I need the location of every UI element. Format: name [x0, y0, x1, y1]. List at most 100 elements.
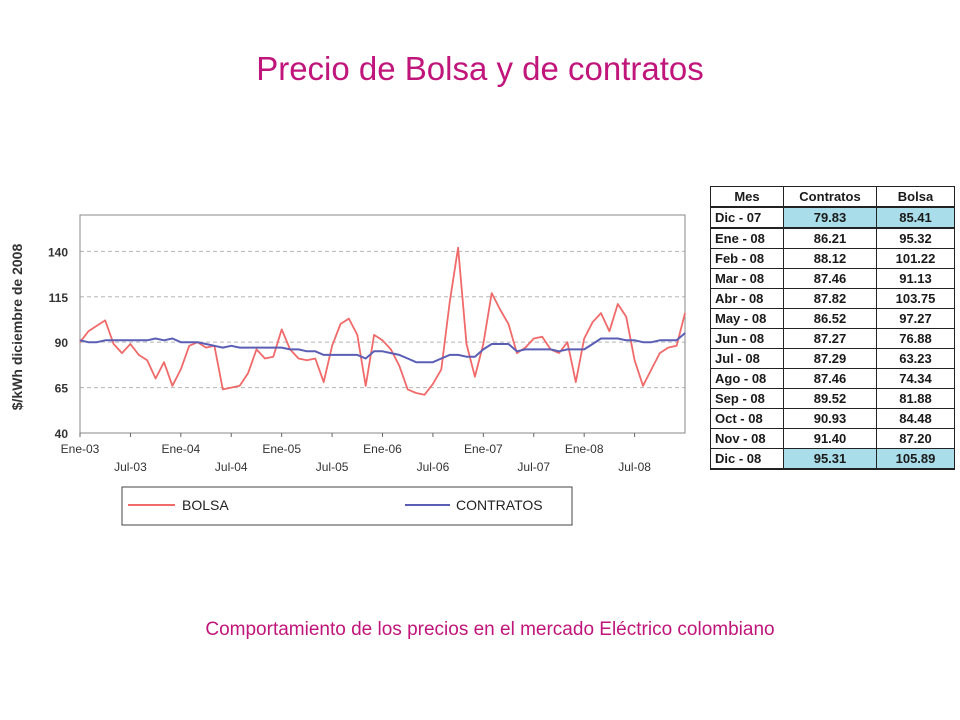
data-point-bolsa [524, 347, 526, 349]
data-point-bolsa [407, 388, 409, 390]
data-point-contratos [381, 350, 384, 352]
x-tick-label: Jul-03 [114, 460, 147, 474]
bolsa-cell: 85.41 [876, 206, 955, 229]
data-point-contratos [684, 332, 686, 334]
series-points-bolsa [79, 247, 686, 396]
y-axis-label: $/kWh diciembre de 2008 [9, 244, 25, 411]
data-point-contratos [163, 339, 165, 341]
data-point-bolsa [381, 339, 384, 341]
month-cell: Abr - 08 [710, 288, 784, 309]
series-line-bolsa [79, 246, 686, 396]
month-cell: Ago - 08 [710, 368, 784, 389]
data-point-bolsa [356, 334, 358, 336]
data-point-contratos [222, 347, 224, 349]
data-point-contratos [213, 345, 215, 347]
data-point-contratos [474, 356, 476, 358]
data-point-bolsa [264, 357, 266, 360]
data-point-contratos [566, 348, 569, 350]
data-point-bolsa [533, 337, 535, 340]
column-header-contratos: Contratos [783, 186, 877, 208]
data-point-contratos [138, 339, 140, 341]
data-point-contratos [180, 341, 182, 343]
data-point-contratos [625, 339, 627, 341]
chart-legend: BOLSA CONTRATOS [121, 486, 573, 526]
x-tick-label: Jul-08 [618, 460, 651, 474]
month-cell: Sep - 08 [710, 388, 784, 409]
data-point-contratos [171, 337, 173, 340]
table-row: Feb - 08 88.12 101.22 [710, 248, 955, 269]
month-cell: Nov - 08 [710, 428, 784, 449]
data-point-contratos [281, 347, 283, 349]
y-tick-label: 90 [55, 336, 69, 350]
data-point-contratos [247, 347, 249, 349]
contratos-cell: 95.31 [783, 448, 877, 470]
data-point-contratos [407, 357, 409, 360]
bolsa-cell: 97.27 [876, 308, 955, 329]
data-point-contratos [516, 350, 518, 352]
contratos-cell: 88.12 [783, 248, 877, 269]
table-row: Jun - 08 87.27 76.88 [710, 328, 955, 349]
month-cell: Jul - 08 [710, 348, 784, 369]
data-point-bolsa [465, 343, 468, 345]
table-header-row: Mes Contratos Bolsa [710, 186, 955, 208]
contratos-cell: 87.27 [783, 328, 877, 349]
data-point-bolsa [558, 352, 560, 354]
data-point-contratos [356, 354, 358, 356]
contratos-cell: 79.83 [783, 206, 877, 229]
data-point-contratos [524, 348, 526, 350]
data-point-bolsa [650, 368, 653, 370]
data-point-bolsa [566, 341, 569, 343]
data-point-bolsa [222, 388, 224, 390]
data-point-contratos [432, 361, 434, 363]
data-point-contratos [155, 337, 157, 340]
legend-label-contratos: CONTRATOS [456, 497, 543, 513]
data-point-contratos [423, 361, 426, 363]
data-point-contratos [634, 339, 636, 341]
data-point-bolsa [255, 348, 258, 350]
data-point-bolsa [592, 321, 594, 323]
month-cell: Jun - 08 [710, 328, 784, 349]
data-point-bolsa [583, 337, 585, 340]
data-point-contratos [398, 354, 400, 356]
data-point-bolsa [507, 323, 510, 325]
x-tick-label: Jul-07 [517, 460, 550, 474]
data-point-contratos [255, 347, 258, 349]
data-point-contratos [600, 337, 602, 340]
data-point-bolsa [474, 376, 476, 378]
data-point-bolsa [415, 392, 417, 394]
data-point-contratos [667, 339, 669, 341]
x-tick-label: Jul-06 [417, 460, 450, 474]
data-point-bolsa [239, 385, 241, 387]
data-point-contratos [197, 341, 199, 343]
x-tick-label: Ene-08 [565, 442, 604, 456]
data-point-bolsa [617, 303, 619, 305]
data-point-bolsa [432, 383, 434, 385]
bolsa-cell: 81.88 [876, 388, 955, 409]
contratos-cell: 86.52 [783, 308, 877, 329]
month-cell: Feb - 08 [710, 248, 784, 269]
data-point-bolsa [608, 330, 611, 332]
data-point-contratos [264, 347, 266, 349]
data-point-bolsa [247, 372, 249, 374]
data-point-bolsa [281, 328, 283, 330]
month-cell: Ene - 08 [710, 227, 784, 249]
data-point-contratos [449, 354, 451, 356]
contratos-cell: 87.46 [783, 368, 877, 389]
data-point-bolsa [600, 312, 602, 314]
data-point-bolsa [339, 323, 342, 325]
data-point-contratos [323, 354, 325, 356]
contratos-cell: 87.46 [783, 268, 877, 289]
table-row: Ene - 08 86.21 95.32 [710, 227, 955, 249]
x-tick-label: Ene-04 [161, 442, 200, 456]
data-point-contratos [188, 341, 190, 343]
data-point-bolsa [676, 345, 678, 347]
data-point-contratos [541, 348, 543, 350]
data-point-bolsa [541, 336, 543, 338]
bolsa-cell: 74.34 [876, 368, 955, 389]
series-line-contratos [79, 332, 686, 364]
data-point-contratos [608, 337, 611, 340]
contratos-cell: 87.29 [783, 348, 877, 369]
data-point-bolsa [331, 345, 333, 347]
data-point-contratos [121, 339, 123, 341]
data-point-contratos [129, 339, 131, 341]
